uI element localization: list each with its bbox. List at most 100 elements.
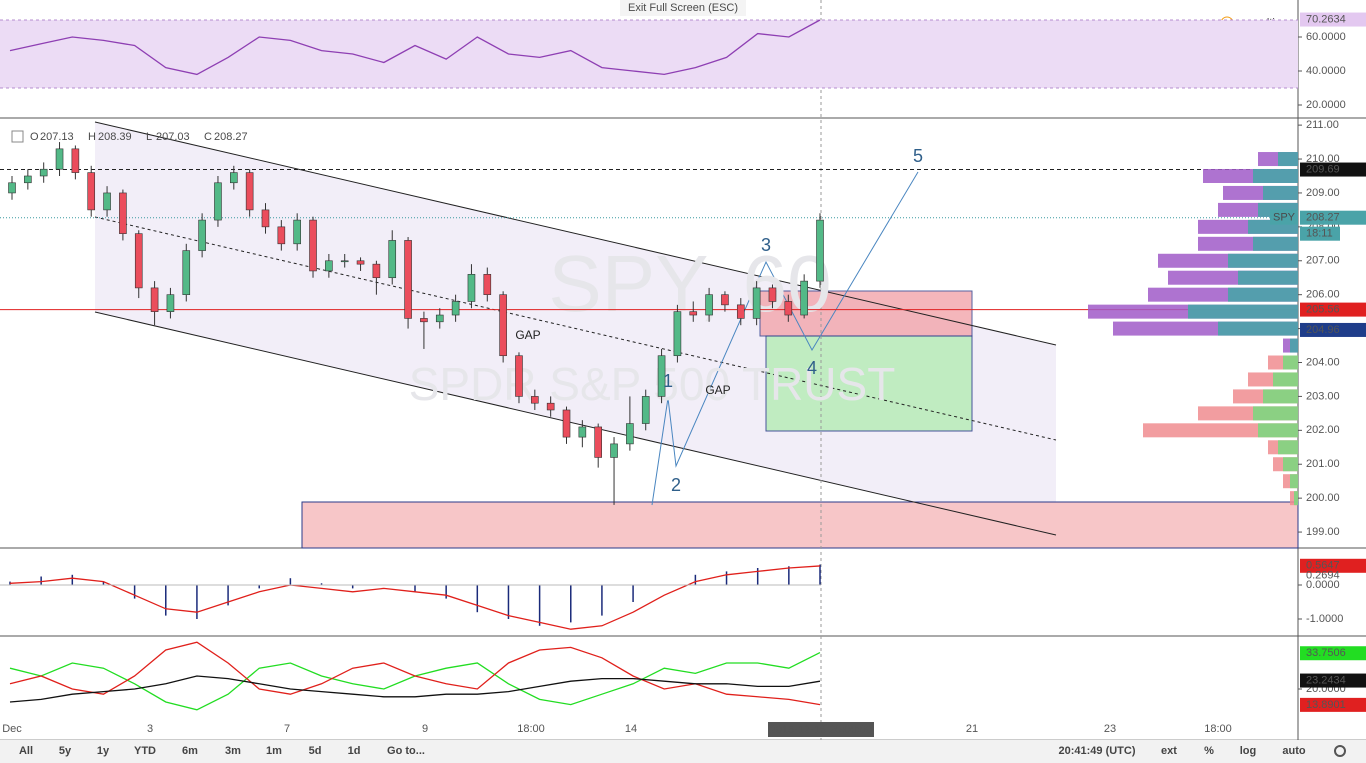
candle-body — [736, 304, 745, 319]
candle-body — [594, 426, 602, 458]
vp-up — [1263, 389, 1298, 404]
level-blue-value: 204.96 — [1306, 324, 1340, 336]
range-button[interactable]: YTD — [134, 745, 156, 757]
vp-up — [1218, 321, 1298, 336]
indicator-line — [9, 641, 821, 706]
candle-body — [71, 148, 80, 173]
level-blue-value-bg — [1300, 322, 1366, 337]
gap-label: GAP — [515, 328, 540, 342]
candle-body — [515, 355, 523, 397]
y-tick-label: 210.00 — [1306, 153, 1340, 165]
range-button[interactable]: 1y — [97, 745, 110, 757]
y-tick-label: 211.00 — [1306, 119, 1339, 131]
range-button[interactable]: 1d — [348, 745, 361, 757]
collapse-icon[interactable] — [11, 130, 24, 143]
vp-up — [1238, 270, 1298, 285]
candle-body — [578, 426, 587, 438]
wave-label: 1 — [663, 371, 673, 391]
x-tick-label: 18:00 — [1204, 723, 1232, 735]
candle-body — [435, 314, 444, 323]
candle-body — [673, 311, 682, 357]
adx-value-bg — [1300, 673, 1366, 688]
macd-value-bg — [1300, 558, 1366, 573]
candle-body — [182, 250, 191, 295]
candle-body — [261, 209, 270, 228]
y-tick-label: 202.00 — [1306, 424, 1340, 436]
range-button[interactable]: 5y — [59, 745, 72, 757]
candle-body — [451, 301, 460, 316]
exit-fullscreen[interactable]: Exit Full Screen (ESC) — [628, 2, 738, 14]
range-button[interactable]: 5d — [309, 745, 322, 757]
y-tick-label: 206.00 — [1306, 289, 1340, 301]
candle-body — [546, 402, 555, 411]
y-tick-label: 200.00 — [1306, 492, 1340, 504]
last-price-bg — [1300, 210, 1366, 225]
x-tick-label: 23 — [1104, 723, 1116, 735]
y-tick-label: 204.00 — [1306, 356, 1340, 368]
option-button[interactable]: % — [1204, 745, 1214, 757]
crosshair-time-bg — [768, 722, 874, 737]
vp-up — [1283, 457, 1298, 472]
candle-body — [166, 294, 175, 312]
candle-body — [404, 240, 412, 319]
channel-line — [94, 121, 1057, 346]
rsi-value: 70.2634 — [1306, 13, 1346, 25]
candle-body — [420, 318, 428, 323]
wave-label: 4 — [807, 358, 817, 378]
level-high-value: 209.69 — [1306, 163, 1340, 175]
exit-button-bg — [620, 0, 746, 16]
candle-body — [356, 260, 365, 265]
minus-di-value: 13.8901 — [1306, 699, 1346, 711]
candle-body — [467, 274, 476, 302]
y-tick-label: 207.00 — [1306, 255, 1340, 267]
option-button[interactable]: auto — [1282, 745, 1306, 757]
ohlc-legend: 207.13 — [40, 131, 74, 143]
range-button[interactable]: 1m — [266, 745, 282, 757]
goto-button[interactable]: Go to... — [387, 745, 425, 757]
candle-body — [134, 233, 143, 289]
option-button[interactable]: log — [1240, 745, 1257, 757]
y-tick-label: 20.0000 — [1306, 99, 1346, 111]
candle-body — [784, 301, 793, 316]
last-price: 208.27 — [1306, 212, 1340, 224]
candle-body — [483, 274, 492, 295]
vp-up — [1283, 355, 1298, 370]
candle-body — [8, 182, 16, 194]
option-button[interactable]: ext — [1161, 745, 1177, 757]
y-tick-label: 199.00 — [1306, 526, 1340, 538]
channel-mid — [94, 216, 1057, 441]
ohlc-legend: C — [204, 131, 212, 143]
channel-line — [94, 311, 1057, 536]
candle-body — [657, 355, 666, 397]
settings-icon[interactable] — [1334, 745, 1346, 757]
y-tick-label: -1.0000 — [1306, 613, 1343, 625]
range-button[interactable]: 3m — [225, 745, 241, 757]
vp-up — [1263, 185, 1298, 200]
crosshair-time: 2015-12-16 20:00:00 — [770, 724, 872, 736]
y-tick-label: 209.00 — [1306, 187, 1340, 199]
toolbar — [0, 740, 1366, 763]
vp-up — [1273, 372, 1298, 387]
vp-up — [1253, 236, 1298, 251]
x-tick-label: 14 — [625, 723, 637, 735]
vp-up — [1253, 406, 1298, 421]
candle-body — [626, 423, 634, 445]
candle-body — [372, 263, 381, 279]
vp-up — [1258, 423, 1298, 438]
y-tick-label: 40.0000 — [1306, 65, 1346, 77]
minus-di-value-bg — [1300, 697, 1366, 712]
range-button[interactable]: 6m — [182, 745, 198, 757]
x-tick-label: 21 — [966, 723, 978, 735]
symbol-badge: SPY — [1273, 212, 1296, 224]
zone-rect — [301, 501, 1299, 549]
gap-label: GAP — [705, 383, 730, 397]
range-button[interactable]: All — [19, 745, 33, 757]
clock: 20:41:49 (UTC) — [1058, 745, 1135, 757]
y-tick-label: 0.0000 — [1306, 579, 1340, 591]
x-tick-label: 9 — [422, 723, 428, 735]
candle-body — [87, 172, 96, 211]
ohlc-legend: H — [88, 131, 96, 143]
level-high-value-bg — [1300, 162, 1366, 177]
